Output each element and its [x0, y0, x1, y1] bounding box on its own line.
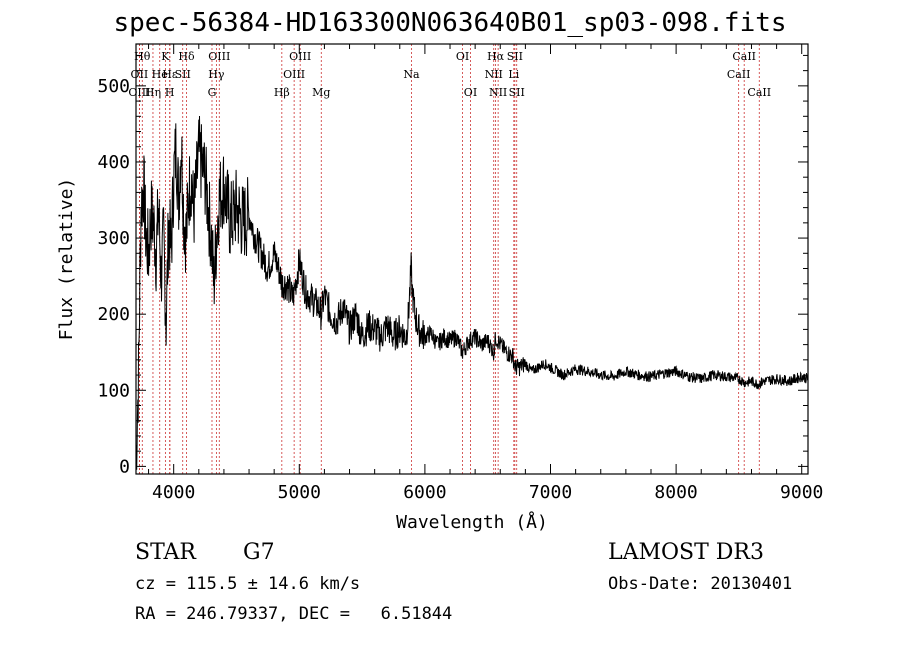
line-label: SII: [175, 68, 191, 81]
y-tick-label: 400: [97, 152, 130, 173]
line-label: Hγ: [208, 68, 225, 81]
x-tick-label: 4000: [152, 482, 195, 503]
line-label: Hα: [487, 50, 505, 63]
line-label: Hδ: [178, 50, 195, 63]
line-label: Hε: [162, 68, 178, 81]
line-label: CaII: [732, 50, 756, 63]
line-label: G: [208, 86, 217, 99]
object-subclass: G7: [243, 540, 275, 565]
line-label: OIII: [283, 68, 305, 81]
line-label: OII: [131, 68, 149, 81]
plot-frame: [135, 43, 809, 475]
line-label: NII: [489, 86, 507, 99]
x-tick-label: 9000: [780, 482, 823, 503]
line-label: K: [161, 50, 170, 63]
line-label: Mg: [312, 86, 330, 99]
axis-ticks: 4000 5000 6000 7000 8000 9000 0 100 200 300 400 500: [97, 44, 823, 503]
y-tick-label: 200: [97, 304, 130, 325]
line-label: OIII: [128, 86, 150, 99]
survey-name: LAMOST DR3: [608, 540, 764, 565]
emission-lines-layer: [138, 44, 760, 474]
line-label: OI: [464, 86, 477, 99]
line-label: NII: [485, 68, 503, 81]
line-label: Li: [508, 68, 519, 81]
line-label: Hη: [145, 86, 161, 99]
line-labels: OII OIII Hθ Hη He K Hε H Hδ SII OIII Hγ G Hβ OIII OIII M…: [128, 50, 771, 99]
line-label: CaII: [747, 86, 771, 99]
line-label: OIII: [289, 50, 311, 63]
y-tick-label: 300: [97, 228, 130, 249]
line-label: H: [165, 86, 175, 99]
x-tick-label: 8000: [654, 482, 697, 503]
line-label: He: [152, 68, 168, 81]
line-label: SII: [509, 86, 525, 99]
chart-title: spec-56384-HD163300N063640B01_sp03-098.f…: [113, 8, 787, 38]
x-tick-label: 6000: [403, 482, 446, 503]
line-label: CaII: [727, 68, 751, 81]
line-label: Hθ: [134, 50, 151, 63]
line-label: Na: [403, 68, 420, 81]
coordinates: RA = 246.79337, DEC = 6.51844: [135, 604, 453, 624]
redshift-cz: cz = 115.5 ± 14.6 km/s: [135, 574, 361, 594]
line-label: SII: [507, 50, 523, 63]
x-axis-label: Wavelength (Å): [396, 511, 548, 533]
y-tick-label: 100: [97, 380, 130, 401]
y-axis-label: Flux (relative): [56, 178, 77, 341]
x-tick-label: 5000: [278, 482, 321, 503]
line-label: OIII: [208, 50, 230, 63]
line-label: Hβ: [274, 86, 290, 99]
x-tick-label: 7000: [529, 482, 572, 503]
object-class: STAR: [135, 540, 196, 565]
y-tick-label: 0: [119, 456, 130, 477]
line-label: OI: [456, 50, 469, 63]
observation-date: Obs-Date: 20130401: [608, 574, 793, 594]
spectrum-line: [135, 115, 809, 470]
y-tick-label: 500: [97, 76, 130, 97]
